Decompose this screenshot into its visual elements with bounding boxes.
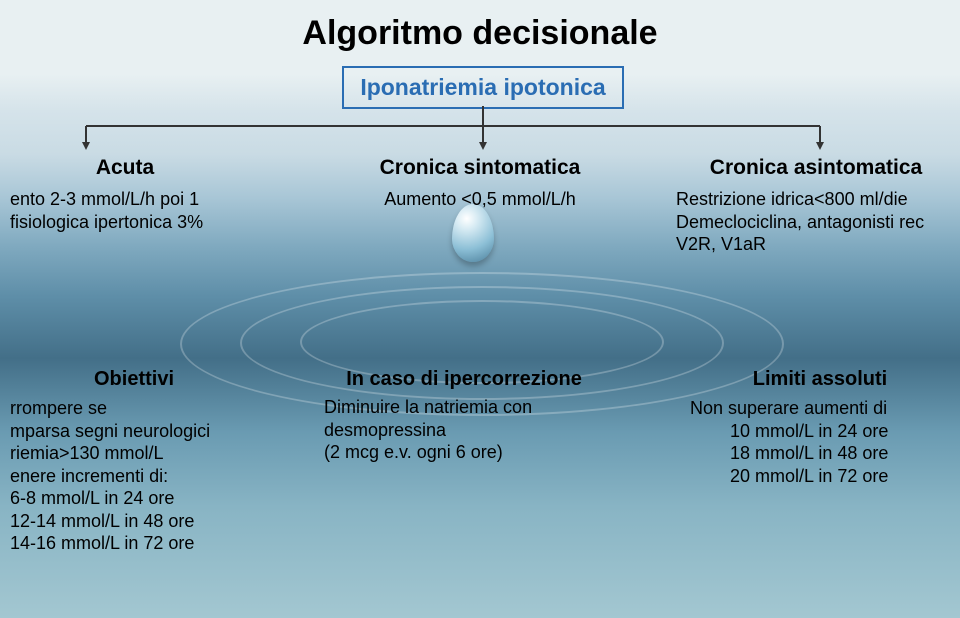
branch-header-cronica-sintomatica: Cronica sintomatica: [330, 150, 630, 186]
branch-body-acuta: ento 2-3 mmol/L/h poi 1 fisiologica iper…: [0, 182, 260, 239]
text-line: rrompere se: [10, 397, 258, 420]
text-line: 14-16 mmol/L in 72 ore: [10, 532, 258, 555]
panel-ipercorrezione: In caso di ipercorrezione Diminuire la n…: [314, 362, 614, 470]
text-line: (2 mcg e.v. ogni 6 ore): [324, 441, 604, 464]
text-line: Restrizione idrica<800 ml/die: [676, 188, 950, 211]
panel-title: Limiti assoluti: [690, 368, 950, 391]
page-title: Algoritmo decisionale: [0, 14, 960, 53]
branch-header-cronica-asintomatica: Cronica asintomatica: [672, 150, 960, 186]
text-line: Aumento <0,5 mmol/L/h: [340, 188, 620, 211]
text-line: riemia>130 mmol/L: [10, 442, 258, 465]
text-line: fisiologica ipertonica 3%: [10, 211, 250, 234]
text-line: 10 mmol/L in 24 ore: [690, 420, 950, 443]
text-line: Non superare aumenti di: [690, 397, 950, 420]
panel-title: Obiettivi: [10, 368, 258, 391]
branch-body-cronica-sintomatica: Aumento <0,5 mmol/L/h: [330, 182, 630, 217]
text-line: 6-8 mmol/L in 24 ore: [10, 487, 258, 510]
text-line: mparsa segni neurologici: [10, 420, 258, 443]
branch-body-cronica-asintomatica: Restrizione idrica<800 ml/die Demeclocic…: [666, 182, 960, 262]
text-line: Demeclociclina, antagonisti rec V2R, V1a…: [676, 211, 950, 256]
panel-title: In caso di ipercorrezione: [324, 368, 604, 390]
text-line: 12-14 mmol/L in 48 ore: [10, 510, 258, 533]
root-node: Iponatriemia ipotonica: [342, 66, 624, 109]
text-line: Diminuire la natriemia con desmopressina: [324, 396, 604, 441]
text-line: enere incrementi di:: [10, 465, 258, 488]
text-line: 18 mmol/L in 48 ore: [690, 442, 950, 465]
text-line: 20 mmol/L in 72 ore: [690, 465, 950, 488]
panel-limiti-assoluti: Limiti assoluti Non superare aumenti di …: [680, 362, 960, 493]
panel-obiettivi: Obiettivi rrompere se mparsa segni neuro…: [0, 362, 268, 561]
branch-header-acuta: Acuta: [0, 150, 250, 186]
text-line: ento 2-3 mmol/L/h poi 1: [10, 188, 250, 211]
